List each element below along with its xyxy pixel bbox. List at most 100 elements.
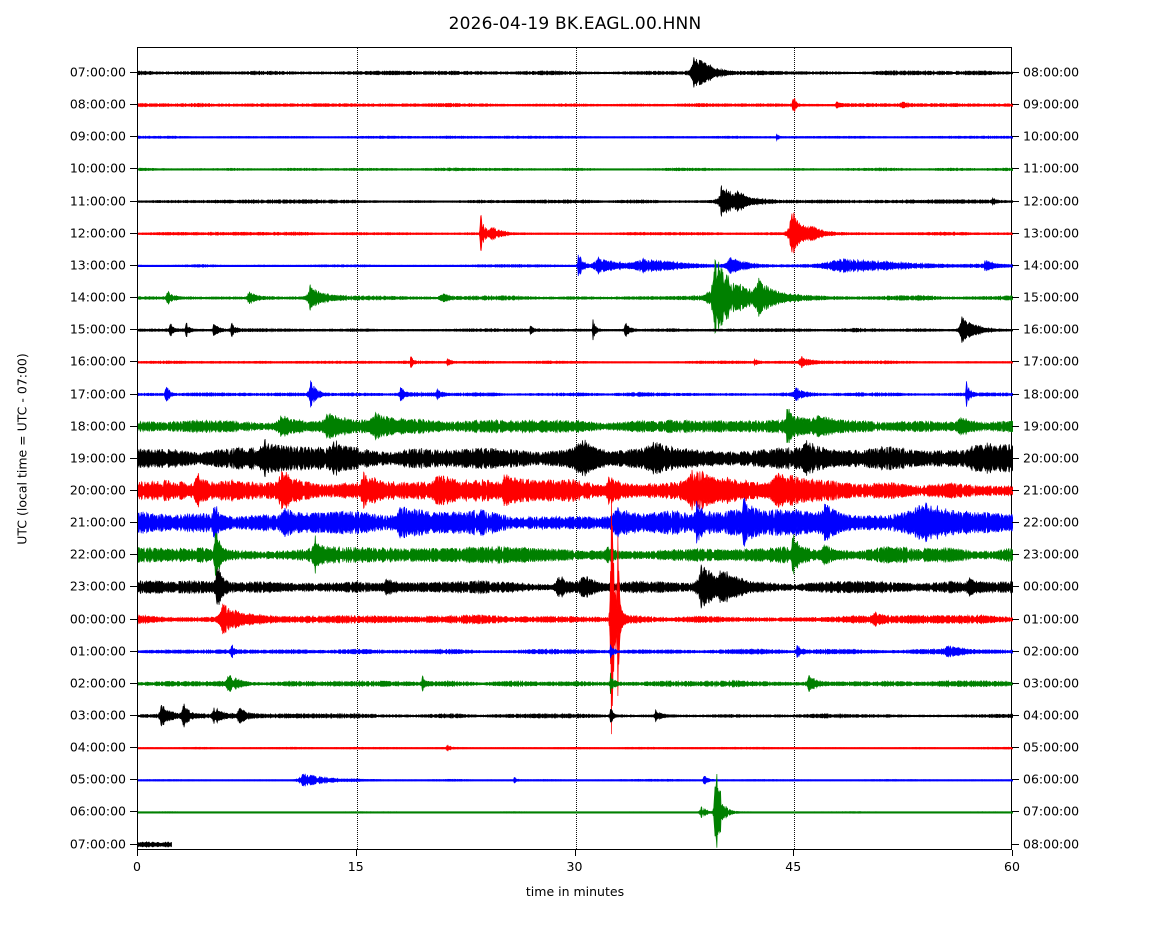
y-axis-label-left: 05:00:00: [69, 771, 126, 787]
y-tick-left: [130, 136, 137, 138]
y-axis-label-left: 19:00:00: [69, 450, 126, 466]
y-tick-left: [130, 329, 137, 331]
y-axis-label-left: 11:00:00: [69, 193, 126, 209]
y-tick-right: [1012, 136, 1019, 138]
gridline-x-15: [356, 48, 358, 849]
trace-row: [138, 497, 1013, 547]
y-tick-right: [1012, 554, 1019, 556]
trace-row: [138, 744, 1013, 752]
y-tick-left: [130, 682, 137, 684]
trace-row: [138, 774, 1013, 848]
y-axis-label-right: 23:00:00: [1023, 546, 1080, 562]
y-tick-left: [130, 457, 137, 459]
y-axis-label-left: 17:00:00: [69, 386, 126, 401]
y-tick-left: [130, 425, 137, 427]
y-tick-left: [130, 715, 137, 716]
y-axis-label-right: 09:00:00: [1023, 96, 1080, 112]
y-tick-right: [1012, 297, 1019, 299]
x-axis-label: 0: [133, 859, 141, 874]
trace-row: [138, 773, 1013, 787]
y-axis-label-right: 16:00:00: [1023, 321, 1080, 337]
trace-row: [138, 438, 1013, 478]
x-axis-label: 45: [785, 859, 802, 874]
y-tick-right: [1012, 843, 1019, 845]
y-tick-right: [1012, 489, 1019, 491]
y-axis-label-right: 17:00:00: [1023, 353, 1080, 369]
y-tick-right: [1012, 168, 1019, 170]
y-tick-left: [130, 104, 137, 106]
y-tick-right: [1012, 104, 1019, 106]
y-axis-label-left: 09:00:00: [69, 128, 126, 144]
y-axis-label-left: 07:00:00: [69, 836, 126, 852]
x-axis-label: 30: [566, 859, 583, 874]
y-axis-label-left: 18:00:00: [69, 418, 126, 434]
trace-row: [138, 133, 1013, 142]
y-axis-label-right: 02:00:00: [1023, 643, 1080, 659]
y-axis-label-left: 23:00:00: [69, 578, 126, 594]
y-tick-left: [130, 232, 137, 234]
y-tick-right: [1012, 200, 1019, 202]
y-tick-right: [1012, 650, 1019, 652]
y-tick-left: [130, 650, 137, 652]
y-axis-label-right: 07:00:00: [1023, 803, 1080, 819]
y-tick-left: [130, 554, 137, 556]
y-axis-label-right: 03:00:00: [1023, 675, 1080, 691]
y-tick-right: [1012, 586, 1019, 588]
page-title: 2026-04-19 BK.EAGL.00.HNN: [448, 14, 702, 34]
y-axis-label-left: 21:00:00: [69, 514, 126, 530]
y-tick-left: [130, 586, 137, 588]
trace-row: [138, 532, 1013, 577]
plot-area: [137, 47, 1013, 850]
y-tick-right: [1012, 425, 1019, 427]
y-tick-left: [130, 297, 137, 299]
y-axis-label-right: 12:00:00: [1023, 193, 1080, 209]
y-axis-label-right: 01:00:00: [1023, 611, 1080, 627]
y-axis-label-left: 13:00:00: [69, 257, 126, 273]
trace-row: [138, 167, 1013, 172]
trace-row: [138, 380, 1013, 408]
trace-row: [138, 212, 1013, 254]
y-tick-right: [1012, 779, 1019, 781]
y-axis-label-left: 14:00:00: [69, 289, 126, 305]
y-axis-label-right: 11:00:00: [1023, 160, 1080, 176]
trace-row: [138, 644, 1013, 659]
y-axis-label-right: 04:00:00: [1023, 707, 1080, 723]
trace-row: [138, 57, 1013, 88]
trace-row: [138, 495, 1013, 735]
x-axis-label: 60: [1004, 859, 1020, 874]
y-tick-right: [1012, 264, 1019, 266]
y-tick-left: [130, 168, 137, 170]
y-axis-label-left: 16:00:00: [69, 353, 126, 369]
y-tick-right: [1012, 618, 1019, 620]
y-tick-left: [130, 811, 137, 813]
x-axis-label: 15: [347, 859, 364, 874]
y-tick-left: [130, 393, 137, 395]
y-tick-left: [130, 843, 137, 845]
trace-row: [138, 258, 1013, 335]
trace-row: [138, 703, 1013, 728]
y-axis-label-left: 04:00:00: [69, 739, 126, 755]
y-axis-label-right: 21:00:00: [1023, 482, 1080, 498]
y-axis-label-left: 06:00:00: [69, 803, 126, 819]
y-tick-right: [1012, 457, 1019, 459]
y-axis-label-left: 22:00:00: [69, 546, 126, 562]
y-axis-label-left: 03:00:00: [69, 707, 126, 723]
gridline-x-45: [794, 48, 796, 849]
y-axis-label-left: 01:00:00: [69, 643, 126, 659]
y-tick-left: [130, 779, 137, 781]
trace-row: [138, 185, 1013, 217]
y-axis-label-right: 08:00:00: [1023, 64, 1080, 80]
y-axis-label-right: 19:00:00: [1023, 418, 1080, 434]
y-axis-label-left: 20:00:00: [69, 482, 126, 498]
y-tick-right: [1012, 329, 1019, 331]
y-tick-right: [1012, 72, 1019, 73]
y-tick-right: [1012, 522, 1019, 524]
y-axis-label-right: 20:00:00: [1023, 450, 1080, 466]
x-axis-title: time in minutes: [525, 884, 625, 899]
y-axis-label-left: 00:00:00: [69, 611, 126, 627]
y-axis-title: UTC (local time = UTC - 07:00): [14, 353, 30, 545]
y-axis-label-right: 00:00:00: [1023, 578, 1080, 594]
trace-layer: [138, 48, 1013, 849]
y-tick-right: [1012, 811, 1019, 813]
